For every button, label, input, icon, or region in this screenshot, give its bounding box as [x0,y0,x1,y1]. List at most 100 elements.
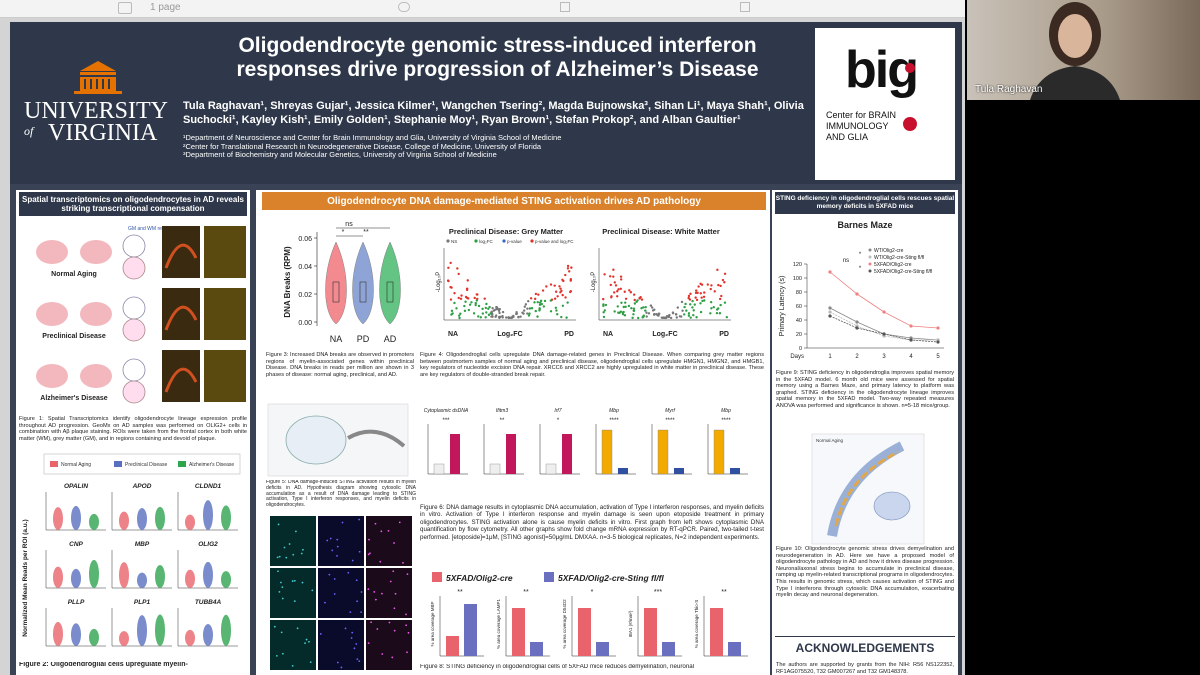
volcano-point [721,278,725,282]
fluorescence-spot [333,578,336,580]
series-point [855,292,859,296]
volcano-point [560,315,563,319]
series-point [828,270,832,274]
volcano-point [613,291,616,294]
volcano-point [465,288,469,292]
bar [562,434,572,474]
fluorescence-spot [277,570,279,573]
volcano-point [455,307,458,310]
volcano-point [566,264,570,268]
significance-label: *** [442,418,450,424]
volcano-point [456,267,459,270]
toolbar-button[interactable] [740,2,750,12]
volcano-point [529,297,533,300]
volcano-point [539,299,543,303]
volcano-point [603,309,607,312]
violin [71,623,81,646]
axon-diagram [347,429,406,448]
volcano-point [466,296,469,300]
zoom-button[interactable] [398,2,410,12]
volcano-point [683,305,686,309]
volcano-point [631,316,634,320]
volcano-point [447,266,450,270]
significance-label: ** [721,589,727,596]
significance-label: ns [843,258,849,264]
volcano-point [467,308,471,312]
volcano-point [624,301,627,304]
significance-label: *** [654,589,662,596]
volcano-point [720,294,723,298]
chart-title: Barnes Maze [837,220,892,230]
fluorescence-spot [393,629,396,632]
volcano-point [667,315,671,319]
significance-label: ** [523,589,529,596]
volcano-point [564,296,567,299]
legend-dot [474,239,478,243]
fluorescence-spot [351,559,354,562]
legend-swatch [50,461,58,467]
fluorescence-spot [336,545,339,548]
fluorescence-spot [281,597,284,600]
page-input[interactable] [118,2,132,14]
fluorescence-spot [381,592,383,595]
volcano-point [549,310,553,313]
figure-caption: Figure 5: DNA damage-induced STING activ… [266,480,416,509]
figure-caption: Figure 8: STING deficiency in oligodendr… [420,664,695,670]
volcano-point [507,316,510,319]
series-point [882,332,886,336]
volcano-point [644,309,647,312]
fluorescence-spot [278,555,281,558]
legend-swatch [544,572,554,582]
violin [119,562,129,588]
legend-label: p-value [507,239,522,244]
volcano-point [450,286,453,289]
significance-label: * [859,266,862,272]
uva-wordmark-of: of [24,124,34,138]
microscopy-image [270,620,316,670]
toolbar-button[interactable] [560,2,570,12]
bar [644,608,657,656]
volcano-point [491,306,494,310]
participant-name: Tula Raghavan [975,84,1043,95]
bar [601,429,613,475]
fluorescence-spot [278,590,281,593]
fluorescence-spot [388,621,391,624]
volcano-point [700,296,703,299]
volcano-point [613,310,616,313]
volcano-point [691,306,694,309]
brain-icon [36,240,68,264]
stage-label: Preclinical Disease [42,333,106,340]
fluorescence-spot [351,631,354,634]
volcano-point [450,309,454,313]
volcano-point [687,296,690,300]
x-tick-label: NA [330,334,343,344]
y-tick-label: 40 [796,318,802,324]
volcano-point [644,305,647,309]
volcano-point [459,297,463,301]
volcano-point [695,316,698,319]
box [332,281,340,303]
significance-label: **** [665,418,675,424]
volcano-point [543,299,547,303]
volcano-point [693,303,696,306]
volcano-point [530,307,534,310]
volcano-point [569,289,573,293]
volcano-point [537,293,540,296]
series-point [855,320,859,324]
volcano-point [633,302,637,305]
fluorescence-spot [291,580,294,582]
volcano-point [719,284,722,288]
y-tick-label: 0 [799,346,802,352]
gene-label: PLLP [68,599,85,606]
volcano-point [560,289,563,293]
cell-icon [122,318,146,342]
gene-label: APOD [132,483,152,490]
volcano-point [723,272,727,275]
volcano-point [680,300,684,304]
volcano-point [653,312,656,316]
volcano-point [463,309,467,313]
x-axis-label: NA [603,331,613,338]
gene-label: TUBB4A [195,599,222,606]
violin [137,615,147,646]
volcano-point [476,297,479,301]
